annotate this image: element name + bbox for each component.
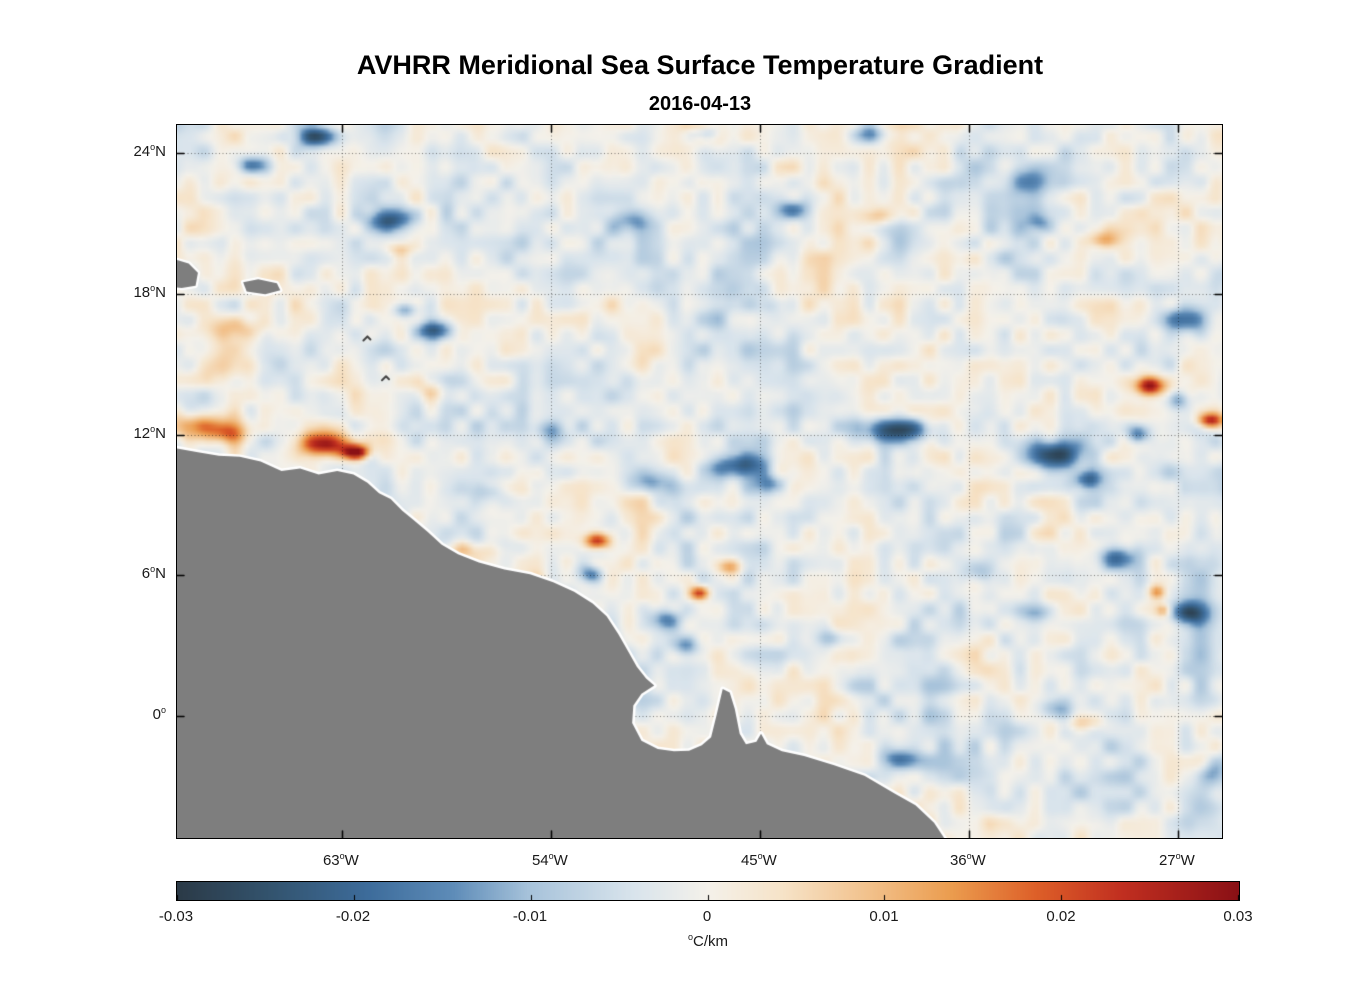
y-tick-label: 0o [152, 705, 166, 724]
x-tick-label: 63oW [322, 851, 359, 869]
degree-superscript: o [687, 932, 693, 942]
colorbar-tick-label: -0.01 [512, 908, 548, 925]
sst-gradient-map-canvas [177, 125, 1222, 838]
colorbar-tick-label: -0.03 [158, 908, 194, 925]
colorbar-tick-label: -0.02 [335, 908, 371, 925]
y-tick-label: 24oN [133, 142, 166, 161]
chart-date-subtitle: 2016-04-13 [648, 93, 752, 115]
y-tick-label: 6oN [141, 564, 166, 583]
colorbar-gradient-canvas [177, 882, 1239, 900]
colorbar-tick-label: 0.01 [869, 908, 899, 925]
map-plot-area [176, 124, 1223, 839]
colorbar-tick-label: 0 [702, 908, 712, 925]
x-tick-label: 54oW [531, 851, 568, 869]
colorbar [176, 881, 1240, 901]
x-tick-label: 36oW [949, 851, 986, 869]
colorbar-units-label: oC/km [608, 932, 808, 950]
y-tick-label: 12oN [133, 423, 166, 442]
chart-title: AVHRR Meridional Sea Surface Temperature… [356, 50, 1044, 80]
colorbar-tick-label: 0.03 [1223, 908, 1253, 925]
x-tick-label: 45oW [740, 851, 777, 869]
units-text: C/km [693, 933, 728, 950]
x-tick-label: 27oW [1158, 851, 1195, 869]
colorbar-tick-label: 0.02 [1046, 908, 1076, 925]
y-tick-label: 18oN [133, 282, 166, 301]
